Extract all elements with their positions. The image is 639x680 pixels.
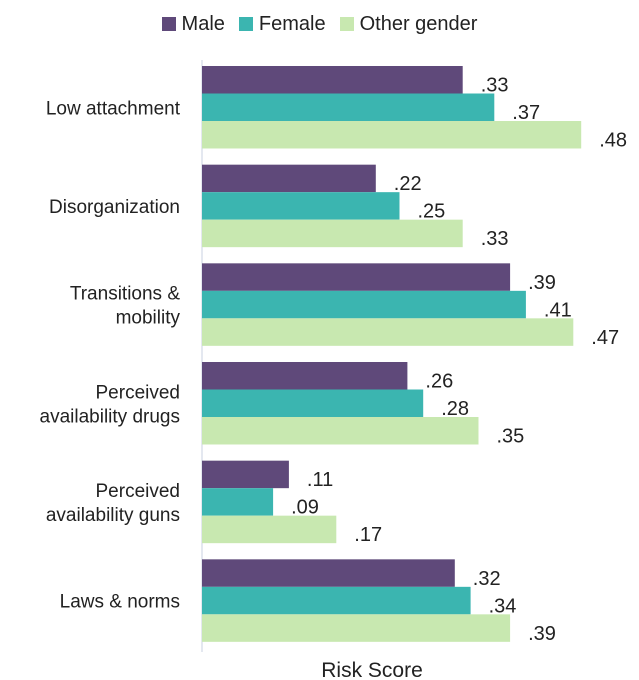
- category-label-1: Disorganization: [49, 197, 180, 218]
- value-label-female-0: .37: [512, 102, 540, 124]
- category-label-line: Perceived: [96, 382, 181, 403]
- bar-female-0: [202, 93, 495, 121]
- category-label-line: Perceived: [96, 481, 181, 502]
- bar-female-2: [202, 290, 526, 319]
- value-label-other-gender-1: .33: [481, 228, 509, 250]
- value-label-female-4: .09: [291, 497, 319, 519]
- bar-other-gender-5: [202, 614, 511, 642]
- value-label-other-gender-2: .47: [591, 327, 619, 349]
- bar-other-gender-1: [202, 219, 463, 248]
- bar-female-1: [202, 192, 400, 220]
- value-label-other-gender-5: .39: [528, 623, 556, 645]
- value-label-other-gender-3: .35: [497, 426, 525, 448]
- legend-item-other-gender: Other gender: [339, 12, 478, 36]
- bars-group: [202, 66, 582, 642]
- category-label-2: Transitions & mobility: [70, 284, 181, 329]
- value-label-female-3: .28: [441, 398, 469, 420]
- bar-other-gender-2: [202, 318, 574, 346]
- legend-swatch-other-gender: [339, 17, 354, 31]
- value-label-male-2: .39: [528, 272, 556, 294]
- category-label-line: availability guns: [46, 505, 180, 526]
- bar-female-4: [202, 488, 274, 516]
- value-label-other-gender-0: .48: [599, 130, 627, 152]
- bar-male-3: [202, 362, 408, 390]
- bar-other-gender-3: [202, 417, 479, 445]
- value-label-other-gender-4: .17: [354, 524, 382, 546]
- category-label-line: mobility: [116, 308, 181, 329]
- category-label-line: availability drugs: [40, 406, 180, 427]
- legend-label-other-gender: Other gender: [359, 12, 478, 35]
- bar-female-3: [202, 389, 424, 417]
- legend-swatch-male: [161, 17, 176, 31]
- bar-male-0: [202, 66, 463, 94]
- bar-other-gender-0: [202, 121, 582, 149]
- category-label-5: Laws & norms: [60, 592, 180, 613]
- category-label-line: Laws & norms: [60, 592, 180, 613]
- bar-other-gender-4: [202, 515, 337, 544]
- value-label-female-5: .34: [489, 595, 517, 617]
- legend-swatch-female: [238, 17, 253, 31]
- category-label-line: Transitions &: [70, 284, 180, 305]
- bar-female-5: [202, 586, 471, 615]
- legend-item-male: Male: [161, 12, 225, 36]
- bar-male-2: [202, 263, 511, 291]
- value-label-male-4: .11: [307, 469, 333, 491]
- value-label-female-1: .25: [418, 201, 446, 223]
- value-label-male-1: .22: [394, 173, 422, 195]
- category-label-0: Low attachment: [46, 98, 181, 119]
- category-label-3: Perceived availability drugs: [40, 382, 180, 427]
- legend-label-female: Female: [258, 12, 326, 35]
- value-labels-group: .33.37.48.22.25.33.39.41.47.26.28.35.11.…: [291, 75, 627, 645]
- legend-item-female: Female: [238, 12, 326, 36]
- category-label-4: Perceived availability guns: [46, 481, 180, 526]
- x-axis-label: Risk Score: [321, 659, 423, 680]
- value-label-male-5: .32: [473, 568, 501, 590]
- value-label-male-3: .26: [425, 371, 453, 393]
- bar-male-5: [202, 559, 455, 587]
- bar-male-1: [202, 164, 376, 193]
- legend-label-male: Male: [181, 12, 225, 35]
- category-labels-group: Low attachment Disorganization Transitions…: [40, 98, 181, 612]
- category-label-line: Low attachment: [46, 98, 181, 119]
- value-label-female-2: .41: [544, 299, 572, 321]
- legend: Male Female Other gender: [0, 10, 639, 38]
- value-label-male-0: .33: [481, 75, 509, 97]
- bar-male-4: [202, 460, 289, 489]
- category-label-line: Disorganization: [49, 197, 180, 218]
